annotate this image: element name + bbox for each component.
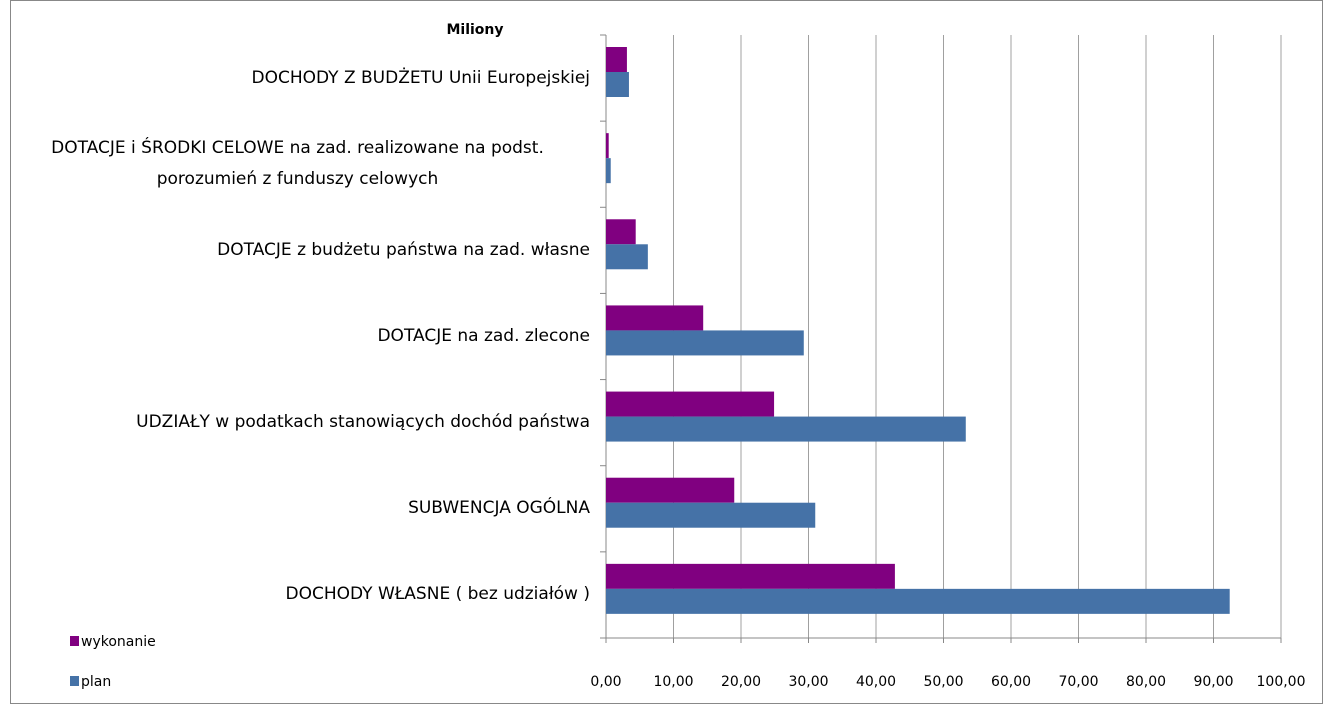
x-tick-label: 20,00 [721, 674, 761, 690]
bar [606, 47, 627, 72]
x-tick-label: 50,00 [923, 674, 963, 690]
bar [606, 158, 611, 184]
y-tick-label: DOCHODY Z BUDŻETU Unii Europejskiej [251, 67, 591, 88]
y-tick-label: DOTACJE na zad. zlecone [377, 326, 590, 346]
bar [606, 477, 735, 503]
x-tick-label: 60,00 [991, 674, 1031, 690]
bar [606, 502, 816, 528]
legend-swatch [70, 636, 79, 646]
bar [606, 133, 609, 159]
bar [606, 244, 648, 270]
axis-title: Miliony [446, 22, 503, 38]
x-tick-label: 100,00 [1257, 674, 1306, 690]
y-tick-label: DOCHODY WŁASNE ( bez udziałów ) [285, 584, 590, 605]
chart-border [10, 0, 1323, 704]
bar [606, 416, 966, 442]
bar [606, 391, 775, 417]
y-tick-label: SUBWENCJA OGÓLNA [408, 498, 590, 519]
y-tick-label: UDZIAŁY w podatkach stanowiących dochód … [136, 412, 590, 433]
y-tick-label: DOTACJE z budżetu państwa na zad. własne [217, 239, 590, 260]
bar [606, 588, 1230, 614]
legend-label: wykonanie [81, 634, 156, 650]
bar [606, 563, 895, 589]
x-tick-label: 90,00 [1193, 674, 1233, 690]
x-tick-label: 30,00 [788, 674, 828, 690]
x-tick-label: 10,00 [653, 674, 693, 690]
legend-swatch [70, 676, 79, 686]
bar [606, 72, 629, 97]
bar [606, 305, 704, 331]
bar [606, 219, 636, 245]
legend-label: plan [81, 674, 111, 690]
bar [606, 330, 804, 356]
x-tick-label: 0,00 [590, 674, 621, 690]
x-tick-label: 70,00 [1058, 674, 1098, 690]
y-tick-label: DOTACJE i ŚRODKI CELOWE na zad. realizow… [51, 138, 544, 190]
x-tick-label: 80,00 [1126, 674, 1166, 690]
x-tick-label: 40,00 [856, 674, 896, 690]
